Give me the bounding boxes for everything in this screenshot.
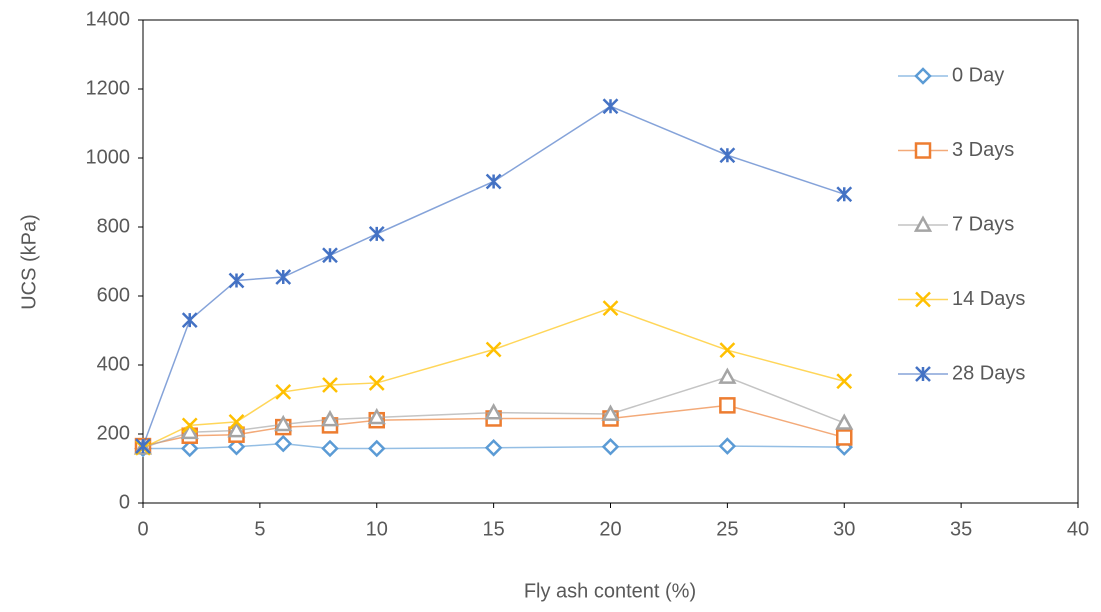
data-point	[601, 404, 620, 421]
y-tick-label: 1000	[86, 146, 131, 168]
data-point	[485, 173, 502, 190]
data-point	[602, 98, 619, 115]
x-tick-label: 5	[254, 518, 265, 540]
data-point	[719, 397, 736, 414]
data-point	[719, 147, 736, 164]
legend-marker	[914, 142, 932, 159]
data-point	[228, 272, 245, 289]
data-point	[718, 437, 737, 455]
y-tick-label: 800	[97, 215, 130, 237]
data-point	[322, 247, 338, 264]
legend-marker	[914, 67, 932, 85]
data-point	[368, 375, 385, 391]
y-tick-label: 400	[97, 353, 130, 375]
series-line	[142, 404, 845, 447]
data-point	[275, 384, 292, 400]
series-line	[143, 442, 845, 450]
y-tick-label: 1400	[86, 8, 131, 30]
data-point	[602, 300, 619, 316]
data-point	[601, 437, 620, 456]
y-axis-title: UCS (kPa)	[18, 214, 40, 310]
data-point	[320, 409, 340, 427]
data-point	[367, 439, 386, 458]
x-tick-label: 15	[483, 518, 505, 540]
x-axis-title: Fly ash content (%)	[524, 580, 696, 602]
x-tick-label: 20	[599, 518, 621, 540]
data-point	[835, 413, 854, 430]
data-point	[484, 439, 503, 457]
legend-label: 0 Day	[952, 64, 1004, 86]
x-tick-label: 0	[137, 518, 148, 540]
x-tick-label: 35	[950, 518, 972, 540]
legend-label: 14 Days	[952, 288, 1025, 310]
data-point	[274, 414, 293, 432]
x-tick-label: 10	[366, 518, 388, 540]
data-point	[227, 420, 246, 438]
data-point	[836, 186, 853, 203]
legend-label: 28 Days	[952, 362, 1025, 384]
data-point	[274, 434, 293, 453]
data-point	[485, 341, 502, 358]
legend-label: 3 Days	[952, 139, 1014, 161]
series-line	[142, 376, 845, 449]
data-point	[181, 312, 198, 329]
data-point	[227, 437, 246, 456]
data-point	[836, 373, 853, 390]
y-tick-label: 200	[97, 422, 130, 444]
legend-label: 7 Days	[952, 213, 1014, 235]
data-point	[718, 367, 737, 384]
x-tick-label: 25	[716, 518, 738, 540]
data-point	[322, 377, 338, 393]
legend-marker	[913, 215, 933, 232]
series-line	[142, 307, 845, 449]
data-point	[275, 269, 292, 285]
legend-marker	[915, 366, 931, 382]
y-tick-label: 600	[97, 284, 130, 306]
x-tick-label: 30	[833, 518, 855, 540]
data-point	[367, 407, 386, 425]
y-tick-label: 0	[119, 491, 130, 513]
data-point	[181, 417, 198, 434]
data-point	[135, 438, 151, 454]
x-tick-label: 40	[1067, 518, 1089, 540]
data-point	[321, 439, 339, 458]
data-point	[368, 226, 385, 242]
data-point	[836, 429, 853, 446]
y-tick-label: 1200	[86, 77, 131, 99]
legend-marker	[915, 291, 931, 308]
data-point	[180, 439, 199, 458]
series-line	[142, 105, 845, 447]
data-point	[228, 414, 245, 430]
data-point	[719, 342, 736, 359]
data-point	[484, 403, 503, 420]
data-point	[180, 422, 199, 440]
